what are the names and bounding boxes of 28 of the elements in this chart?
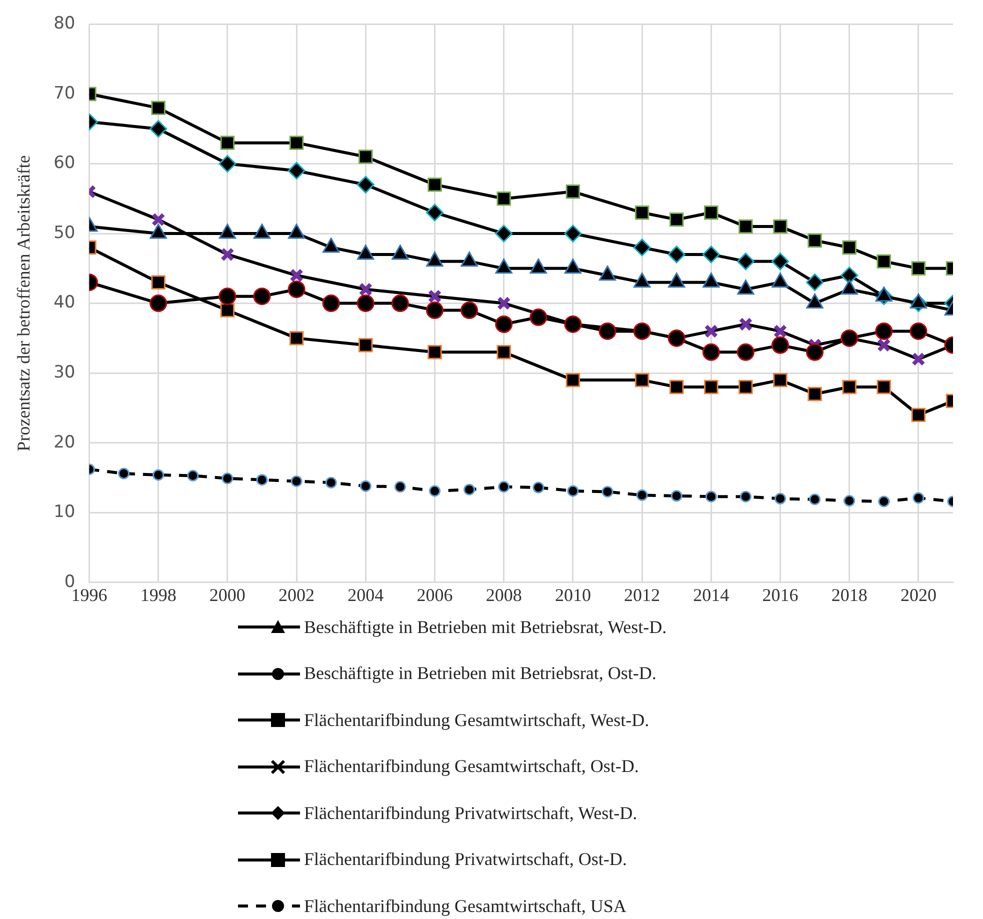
x-tick-label: 2002 xyxy=(278,584,315,605)
x-tick-label: 2008 xyxy=(486,584,522,605)
x-tick-label: 2020 xyxy=(900,584,936,605)
legend-label: Beschäftigte in Betrieben mit Betriebsrat, West-D. xyxy=(304,616,667,638)
y-tick-label: 60 xyxy=(54,153,76,174)
legend-label: Flächentarifbindung Gesamtwirtschaft, West-D. xyxy=(304,710,650,731)
y-tick-label: 80 xyxy=(54,14,76,34)
y-tick-label: 50 xyxy=(54,222,76,243)
x-tick-label: 2016 xyxy=(762,584,798,605)
x-tick-label: 2014 xyxy=(693,584,730,605)
x-tick-label: 2006 xyxy=(416,584,453,605)
legend-label: Beschäftigte in Betrieben mit Betriebsrat, Ost-D. xyxy=(304,663,656,684)
x-tick-label: 2000 xyxy=(209,584,246,605)
x-tick-label: 2010 xyxy=(554,584,591,605)
x-tick-label: 2012 xyxy=(624,584,660,605)
x-tick-label: 1998 xyxy=(140,584,176,605)
y-tick-label: 20 xyxy=(54,432,76,452)
x-tick-label: 2018 xyxy=(831,584,868,605)
legend-label: Flächentarifbindung Privatwirtschaft, West-D. xyxy=(304,802,638,824)
legend-label: Flächentarifbindung Gesamtwirtschaft, USA xyxy=(304,896,626,917)
legend-label: Flächentarifbindung Privatwirtschaft, Ost-D. xyxy=(304,849,627,870)
x-tick-label: 2004 xyxy=(348,584,384,605)
y-tick-label: 30 xyxy=(54,362,76,382)
y-tick-label: 10 xyxy=(54,502,76,522)
legend-label: Flächentarifbindung Gesamtwirtschaft, Ost-D. xyxy=(304,756,639,778)
y-tick-label: 70 xyxy=(54,83,76,104)
y-axis-title: Prozentsatz der betroffenen Arbeitskräfte xyxy=(14,155,34,452)
y-tick-label: 40 xyxy=(54,292,76,313)
